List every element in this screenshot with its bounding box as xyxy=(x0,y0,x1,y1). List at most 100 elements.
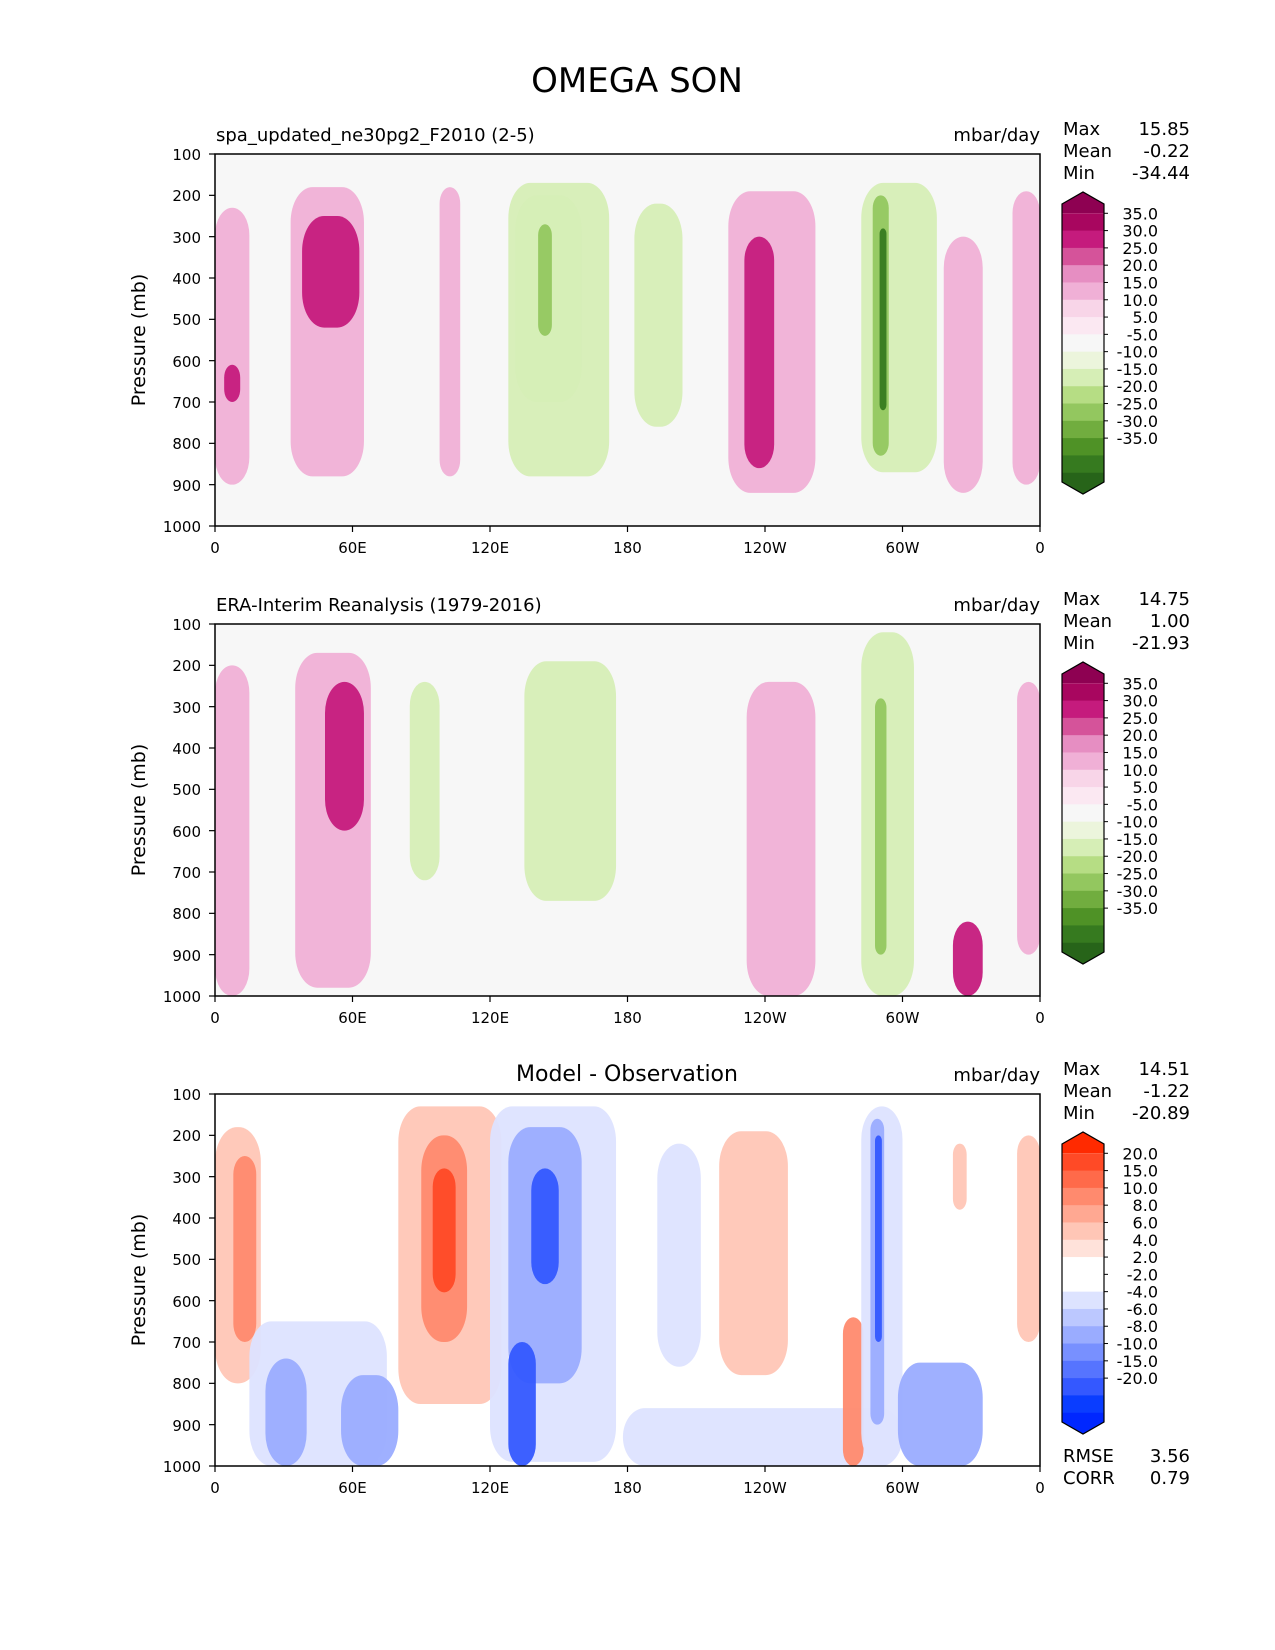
contour-region xyxy=(233,1156,257,1342)
colorbar-outline xyxy=(1061,1131,1105,1435)
contours-model xyxy=(215,182,1040,493)
y-tick-label: 400 xyxy=(172,740,201,758)
contour-region xyxy=(657,1143,701,1367)
colorbar-tick-label: -20.0 xyxy=(1117,1369,1158,1388)
x-tick-label: 0 xyxy=(210,1009,220,1027)
y-tick-label: 700 xyxy=(172,394,201,412)
y-tick-label: 300 xyxy=(172,699,201,717)
colorbar-extend-bottom xyxy=(1062,472,1104,494)
colorbar-segment xyxy=(1062,1274,1104,1293)
colorbar-segment xyxy=(1062,1153,1104,1172)
stats-model: Max 15.85 Mean -0.22 Min -34.44 xyxy=(1063,119,1190,184)
stat-value: -21.93 xyxy=(1132,633,1190,654)
stat-label: Min xyxy=(1063,1103,1095,1124)
contour-region xyxy=(439,187,461,477)
colorbar-tick-label: 25.0 xyxy=(1122,709,1158,728)
y-axis-label: Pressure (mb) xyxy=(128,1214,150,1347)
y-tick-label: 200 xyxy=(172,187,201,205)
y-tick-label: 300 xyxy=(172,229,201,247)
colorbar-tick-label: -15.0 xyxy=(1117,1352,1158,1371)
stat-label: Mean xyxy=(1063,611,1112,632)
colorbar-tick-label: -10.0 xyxy=(1117,343,1158,362)
contour-region xyxy=(719,1131,788,1376)
contour-region xyxy=(897,1362,983,1466)
colorbar-segment xyxy=(1062,925,1104,944)
stat-label: Max xyxy=(1063,589,1101,610)
colorbar-tick-label: -10.0 xyxy=(1117,813,1158,832)
colorbar-tick-label: 6.0 xyxy=(1133,1213,1158,1232)
contour-region xyxy=(875,698,887,955)
colorbar-segment xyxy=(1062,821,1104,840)
x-tick-label: 120E xyxy=(471,1479,509,1497)
colorbar-segment xyxy=(1062,247,1104,266)
colorbar-extend-bottom xyxy=(1062,942,1104,964)
panel-center-title: Model - Observation xyxy=(516,1062,738,1087)
colorbar-segment xyxy=(1062,769,1104,788)
y-tick-label: 400 xyxy=(172,270,201,288)
x-tick-label: 120E xyxy=(471,539,509,557)
contour-region xyxy=(861,632,914,996)
colorbar-segment xyxy=(1062,1326,1104,1345)
colorbar-segment xyxy=(1062,265,1104,283)
colorbar-segment xyxy=(1062,873,1104,892)
colorbar-tick-label: -20.0 xyxy=(1117,847,1158,866)
contour-region xyxy=(215,207,250,485)
x-tick-labels: 0 60E 120E 180 120W 60W 0 xyxy=(210,1009,1045,1027)
x-tick-label: 0 xyxy=(1035,1479,1045,1497)
colorbar-extend-bottom xyxy=(1062,1412,1104,1434)
stat-value: 15.85 xyxy=(1138,119,1190,140)
colorbar-segment xyxy=(1062,804,1104,823)
x-tick-labels: 0 60E 120E 180 120W 60W 0 xyxy=(210,539,1045,557)
colorbar-segment xyxy=(1062,1187,1104,1206)
colorbar-segment xyxy=(1062,908,1104,926)
stat-label: Max xyxy=(1063,1059,1101,1080)
contour-region xyxy=(215,665,250,996)
contour-region xyxy=(875,1135,882,1342)
colorbar-segment xyxy=(1062,683,1104,702)
colorbar-outline xyxy=(1061,661,1105,965)
colorbar-tick-label: 30.0 xyxy=(1122,222,1158,241)
colorbar-tick-label: 25.0 xyxy=(1122,239,1158,258)
stat-label: Max xyxy=(1063,119,1101,140)
colorbar-tick-label: -2.0 xyxy=(1127,1265,1158,1284)
colorbar-segment xyxy=(1062,317,1104,335)
colorbar-tick-label: -6.0 xyxy=(1127,1300,1158,1319)
panel-units: mbar/day xyxy=(953,595,1040,616)
contour-region xyxy=(952,921,983,996)
contour-region xyxy=(432,1168,456,1293)
colorbar-segment xyxy=(1062,282,1104,301)
contour-region xyxy=(531,1168,559,1285)
y-tick-label: 900 xyxy=(172,477,201,495)
colorbar-segment xyxy=(1062,1343,1104,1362)
colorbar-outline xyxy=(1061,191,1105,495)
x-tick-label: 60W xyxy=(886,539,920,557)
colorbar-model: 35.030.025.020.015.010.05.0-5.0-10.0-15.… xyxy=(1061,191,1158,495)
colorbar-segment xyxy=(1062,334,1104,353)
colorbar-segment xyxy=(1062,420,1104,439)
colorbar-tick-label: -15.0 xyxy=(1117,360,1158,379)
panel-obs: ERA-Interim Reanalysis (1979-2016) mbar/… xyxy=(128,589,1190,1027)
contour-region xyxy=(842,1317,864,1466)
colorbar-tick-label: -30.0 xyxy=(1117,882,1158,901)
y-tick-label: 200 xyxy=(172,1127,201,1145)
y-tick-label: 700 xyxy=(172,864,201,882)
colorbar-tick-label: -10.0 xyxy=(1117,1335,1158,1354)
colorbar-extend-top xyxy=(1062,662,1104,684)
colorbar-segment xyxy=(1062,1257,1104,1275)
colorbar-extend-top xyxy=(1062,192,1104,214)
colorbar-segment xyxy=(1062,386,1104,405)
y-tick-label: 900 xyxy=(172,1417,201,1435)
contours-obs xyxy=(215,632,1040,996)
contour-region xyxy=(538,224,552,336)
x-tick-label: 60W xyxy=(886,1009,920,1027)
contour-region xyxy=(409,681,440,881)
stat-label: Mean xyxy=(1063,141,1112,162)
colorbar-tick-label: -25.0 xyxy=(1117,865,1158,884)
contour-region xyxy=(508,1342,536,1466)
colorbar-tick-label: -5.0 xyxy=(1127,795,1158,814)
y-tick-label: 600 xyxy=(172,353,201,371)
y-tick-label: 1000 xyxy=(163,1458,201,1476)
x-tick-label: 60E xyxy=(338,1479,367,1497)
x-tick-labels: 0 60E 120E 180 120W 60W 0 xyxy=(210,1479,1045,1497)
